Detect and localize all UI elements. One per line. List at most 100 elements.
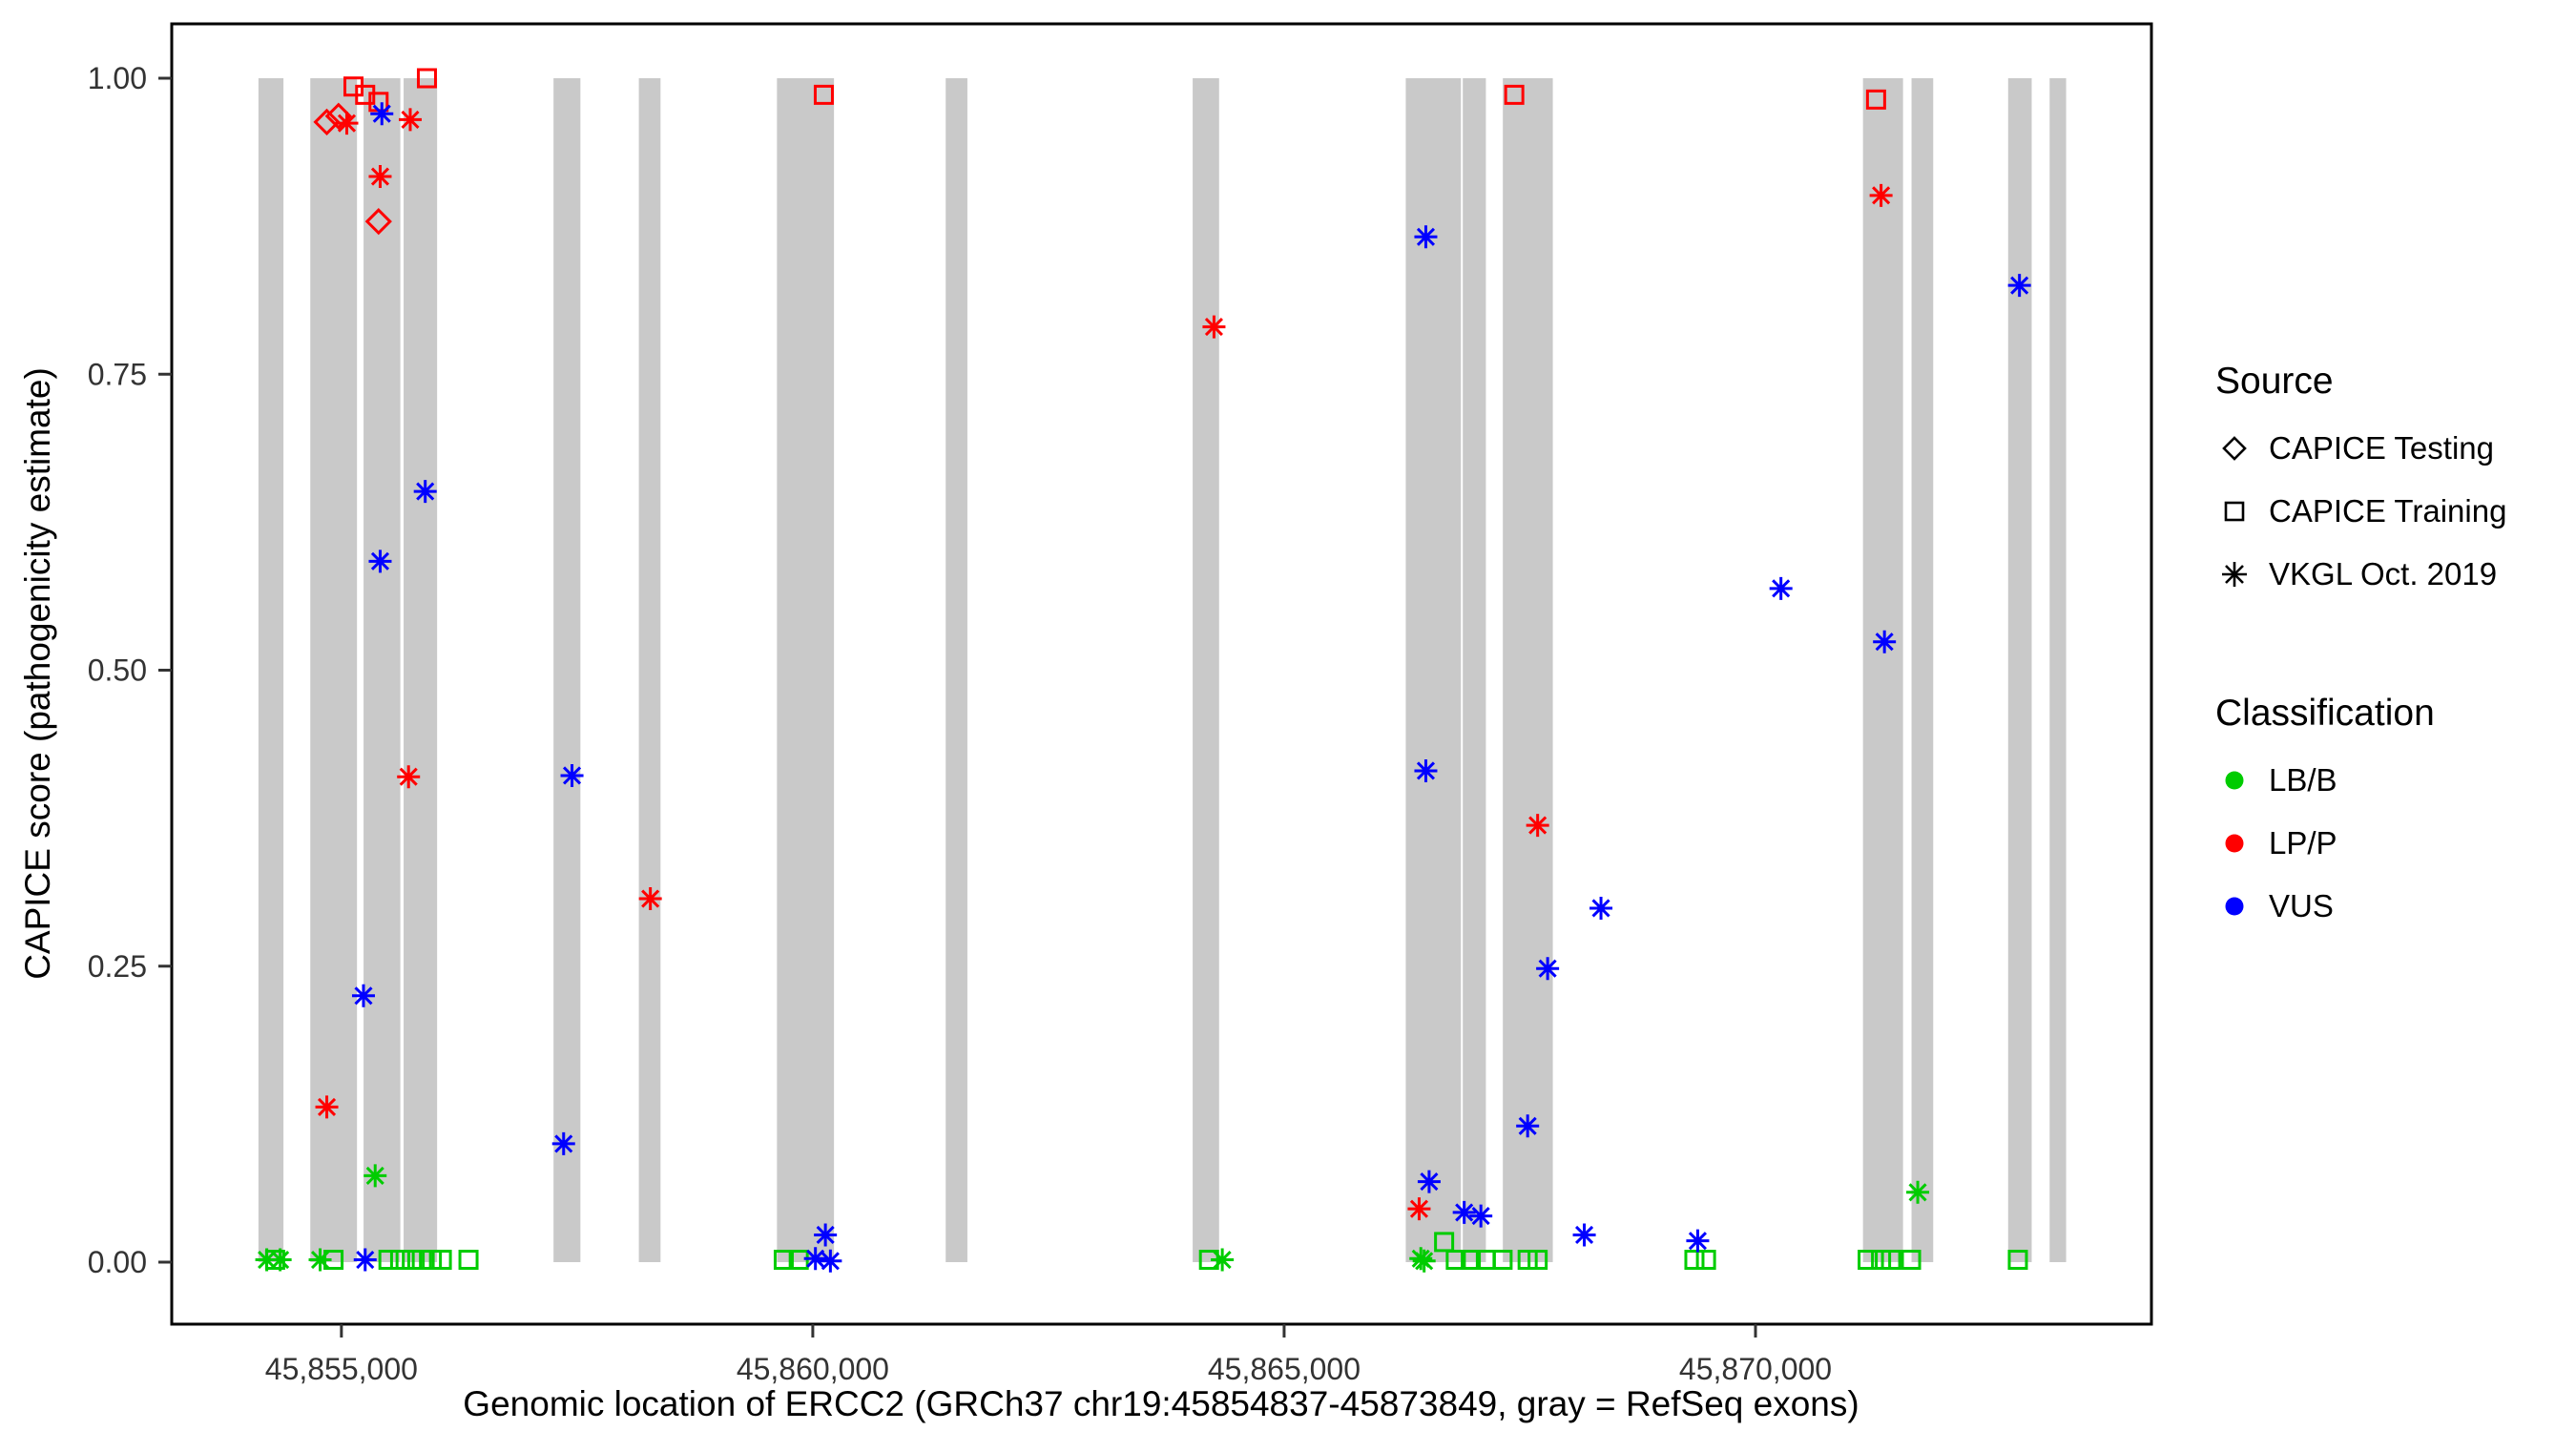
y-tick-label: 1.00	[88, 61, 147, 95]
data-point	[368, 550, 392, 573]
data-point	[1461, 1250, 1482, 1271]
data-point	[397, 765, 421, 789]
data-point	[355, 84, 376, 105]
y-axis-label: CAPICE score (pathogenicity estimate)	[18, 367, 57, 980]
data-point	[1211, 1248, 1235, 1272]
data-point	[1572, 1223, 1596, 1247]
data-point	[308, 1248, 332, 1272]
y-tick-label: 0.50	[88, 653, 147, 688]
data-point	[1504, 84, 1525, 105]
legend-item-capice-testing: CAPICE Testing	[2215, 429, 2506, 467]
data-point	[313, 108, 341, 136]
data-point	[1769, 576, 1793, 600]
data-point	[638, 887, 662, 911]
data-point	[364, 208, 392, 236]
x-tick-label: 45,865,000	[1208, 1352, 1361, 1386]
data-point	[803, 1247, 827, 1271]
exon-bar	[1503, 78, 1553, 1262]
data-point	[398, 108, 422, 132]
data-point	[370, 102, 394, 126]
legend-item-label: VUS	[2269, 888, 2334, 923]
legend-item-capice-training: CAPICE Training	[2215, 492, 2506, 530]
data-point	[364, 1164, 387, 1188]
data-point	[458, 1250, 479, 1271]
x-tick-label: 45,870,000	[1679, 1352, 1832, 1386]
data-point	[1414, 225, 1438, 249]
legend-item-label: LB/B	[2269, 762, 2337, 798]
data-point	[1865, 89, 1886, 110]
data-point	[1469, 1204, 1493, 1228]
y-tick-label: 0.25	[88, 949, 147, 984]
data-point	[1880, 1250, 1901, 1271]
exon-bar	[777, 78, 835, 1262]
exon-bar	[2049, 78, 2067, 1262]
data-point	[1589, 896, 1613, 920]
data-point	[255, 1248, 279, 1272]
data-point	[819, 1249, 842, 1273]
data-point	[413, 480, 437, 504]
legend-item-label: CAPICE Testing	[2269, 430, 2494, 466]
legend-item-vkgl: VKGL Oct. 2019	[2215, 555, 2506, 593]
exon-bar	[364, 78, 401, 1262]
data-point	[353, 1248, 377, 1272]
x-axis-label: Genomic location of ERCC2 (GRCh37 chr19:…	[463, 1384, 1859, 1423]
data-point	[1202, 315, 1226, 339]
y-tick-label: 0.00	[88, 1245, 147, 1279]
exon-bar	[1405, 78, 1462, 1262]
data-point	[1414, 758, 1438, 782]
square-open-icon	[2224, 501, 2245, 522]
data-point	[368, 165, 392, 189]
exon-bar	[1911, 78, 1934, 1262]
data-point	[335, 112, 359, 135]
blue-dot-icon	[2225, 897, 2244, 916]
axes-group: 45,855,000 45,860,000 45,865,000 45,870,000…	[88, 22, 2153, 1386]
data-point	[1901, 1250, 1922, 1271]
exon-bar	[2007, 78, 2032, 1262]
diamond-open-icon	[2222, 436, 2247, 461]
data-point	[773, 1250, 794, 1271]
data-point	[1686, 1229, 1710, 1253]
red-dot-icon	[2225, 834, 2244, 853]
data-point	[1527, 1250, 1548, 1271]
legend-item-label: CAPICE Training	[2269, 493, 2507, 529]
data-point	[1906, 1180, 1930, 1204]
legend-item-vus: VUS	[2215, 887, 2506, 925]
asterisk-icon	[2222, 562, 2247, 587]
data-point	[416, 68, 437, 89]
data-point	[389, 1250, 410, 1271]
data-point	[1492, 1250, 1513, 1271]
exon-bar	[553, 78, 581, 1262]
x-tick-label: 45,855,000	[265, 1352, 418, 1386]
data-point	[1684, 1250, 1705, 1271]
legend-item-lbb: LB/B	[2215, 761, 2506, 799]
y-tick-label: 0.75	[88, 357, 147, 391]
data-point	[1536, 957, 1560, 981]
data-point	[1695, 1250, 1716, 1271]
data-point	[351, 984, 375, 1007]
exon-bar	[638, 78, 661, 1262]
legend-item-label: VKGL Oct. 2019	[2269, 556, 2498, 591]
x-tick-label: 45,860,000	[737, 1352, 889, 1386]
exon-bar	[258, 78, 284, 1262]
exon-bar	[1463, 78, 1486, 1262]
data-point	[1873, 630, 1897, 653]
data-point	[1407, 1197, 1431, 1221]
data-point	[1526, 814, 1549, 838]
exon-bar	[1193, 78, 1219, 1262]
panel-border	[170, 22, 2153, 1326]
exon-bars-group	[258, 78, 2067, 1262]
legend-item-label: LP/P	[2269, 825, 2337, 861]
data-point	[1434, 1232, 1455, 1253]
data-point	[551, 1131, 575, 1155]
data-point	[1869, 183, 1893, 207]
data-point	[814, 1223, 838, 1247]
legend: Source CAPICE Testing CAPICE Training VK…	[2215, 361, 2506, 950]
legend-source-title: Source	[2215, 361, 2334, 402]
data-point	[1412, 1249, 1436, 1273]
exon-bar	[1862, 78, 1903, 1262]
exon-bar	[945, 78, 967, 1262]
legend-classification-title: Classification	[2215, 693, 2435, 734]
data-point	[315, 1095, 339, 1119]
